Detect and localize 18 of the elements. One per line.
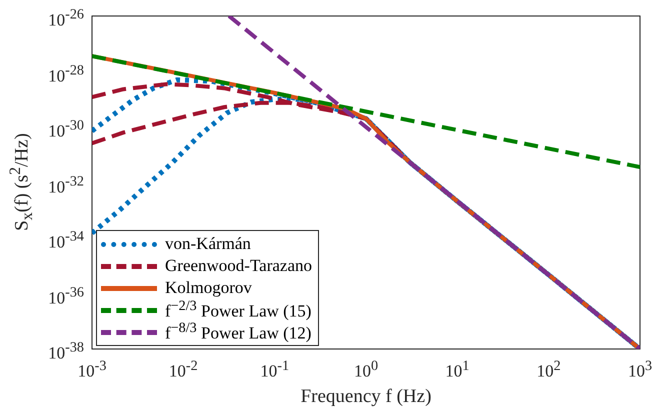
legend-label: Kolmogorov (165, 278, 252, 298)
y-tick-label: 10$^{-32}$ (48, 173, 84, 196)
x-tick-label: 10$^{3}$ (628, 358, 652, 381)
legend-label: f$^{−2/3}$ Power Law (15) (165, 298, 312, 322)
y-tick-label: 10$^{-30}$ (48, 118, 84, 140)
y-tick-label: 10$^{-26}$ (48, 6, 84, 30)
x-tick-label: 10$^{-1}$ (260, 358, 290, 381)
y-tick-label: 10$^{-34}$ (48, 228, 84, 252)
y-tick-label: 10$^{-28}$ (48, 62, 84, 85)
legend-label: f$^{−8/3}$ Power Law (12) (165, 320, 312, 344)
x-tick-label: 10$^{1}$ (445, 358, 470, 381)
x-tick-label: 10$^{2}$ (536, 358, 561, 381)
y-tick-label: 10$^{-36}$ (48, 284, 84, 307)
legend-label: Greenwood-Tarazano (165, 256, 312, 276)
x-tick-label: 10$^{-2}$ (168, 358, 198, 381)
x-tick-label: 10$^{0}$ (354, 358, 378, 381)
legend-label: von-Kármán (165, 234, 251, 254)
x-axis-title: Frequency f (Hz) (300, 386, 432, 408)
